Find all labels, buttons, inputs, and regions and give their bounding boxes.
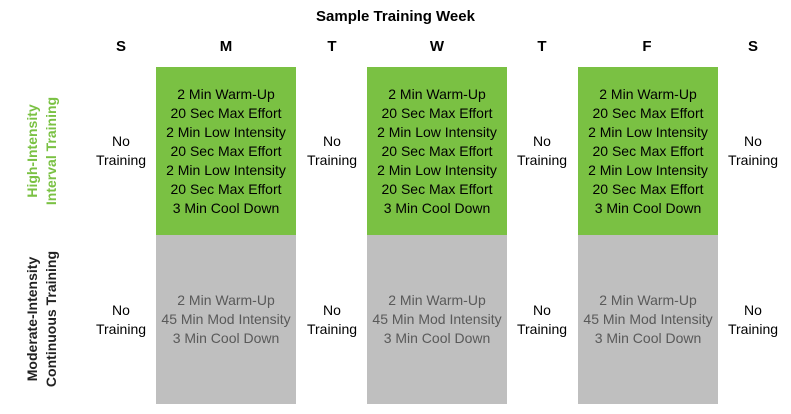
no-training-line: No — [744, 301, 762, 318]
session-step: 20 Sec Max Effort — [592, 180, 704, 197]
no-training-line: Training — [516, 152, 568, 168]
session-step: 20 Sec Max Effort — [381, 104, 493, 121]
session-step: 45 Min Mod Intensity — [161, 311, 291, 327]
session-step: 20 Sec Max Effort — [592, 104, 704, 121]
day-header: S — [747, 38, 758, 55]
no-training-line: No — [323, 133, 341, 149]
session-step: 2 Min Warm-Up — [177, 292, 275, 308]
no-training-label: No Training — [86, 301, 156, 339]
session-step: 3 Min Cool Down — [594, 199, 702, 216]
session-step: 2 Min Warm-Up — [599, 85, 697, 102]
hiit-session-block: 2 Min Warm-Up 20 Sec Max Effort 2 Min Low … — [156, 67, 296, 235]
no-training-line: Training — [516, 320, 568, 337]
no-training-line: No — [533, 301, 551, 318]
no-training-line: No — [533, 133, 551, 149]
no-training-label: No Training — [718, 301, 788, 339]
session-step: 2 Min Warm-Up — [177, 85, 275, 102]
session-step: 3 Min Cool Down — [383, 199, 491, 216]
day-header: T — [327, 38, 337, 55]
session-step: 3 Min Cool Down — [383, 330, 491, 346]
session-step: 2 Min Low Intensity — [377, 161, 497, 178]
row-label-line: High-Intensity — [24, 104, 40, 198]
day-header: S — [115, 38, 126, 55]
row-label-line: Moderate-Intensity — [24, 256, 40, 382]
session-step: 3 Min Cool Down — [172, 199, 280, 216]
no-training-line: No — [323, 301, 341, 318]
chart-title: Sample Training Week — [316, 8, 475, 25]
row-label-line: Continuous Training — [43, 250, 59, 388]
mict-session-block: 2 Min Warm-Up 45 Min Mod Intensity 3 Min C… — [156, 235, 296, 404]
day-header: F — [642, 38, 652, 55]
session-step: 20 Sec Max Effort — [170, 142, 282, 159]
session-step: 2 Min Warm-Up — [388, 85, 486, 102]
session-step: 3 Min Cool Down — [594, 330, 702, 346]
session-step: 20 Sec Max Effort — [170, 104, 282, 121]
no-training-line: Training — [306, 320, 358, 337]
session-step: 20 Sec Max Effort — [170, 180, 282, 197]
session-step: 2 Min Warm-Up — [599, 292, 697, 308]
row-label-mict: Moderate-Intensity Continuous Training — [22, 235, 62, 403]
no-training-line: Training — [95, 152, 147, 168]
hiit-session-block: 2 Min Warm-Up 20 Sec Max Effort 2 Min Low … — [367, 67, 507, 235]
row-label-hiit: High-Intensity Interval Training — [22, 67, 62, 235]
session-step: 2 Min Low Intensity — [166, 161, 286, 178]
session-step: 2 Min Low Intensity — [588, 123, 708, 140]
session-step: 2 Min Low Intensity — [377, 123, 497, 140]
session-step: 45 Min Mod Intensity — [583, 311, 713, 327]
session-step: 2 Min Warm-Up — [388, 292, 486, 308]
no-training-line: Training — [306, 152, 358, 168]
no-training-line: Training — [95, 320, 147, 337]
mict-session-block: 2 Min Warm-Up 45 Min Mod Intensity 3 Min C… — [578, 235, 718, 404]
no-training-label: No Training — [718, 132, 788, 170]
session-step: 20 Sec Max Effort — [592, 142, 704, 159]
session-step: 2 Min Low Intensity — [588, 161, 708, 178]
session-step: 20 Sec Max Effort — [381, 142, 493, 159]
session-step: 45 Min Mod Intensity — [372, 311, 502, 327]
no-training-label: No Training — [297, 132, 367, 170]
row-label-line: Interval Training — [43, 96, 59, 206]
no-training-label: No Training — [507, 132, 577, 170]
no-training-line: No — [112, 133, 130, 149]
mict-session-block: 2 Min Warm-Up 45 Min Mod Intensity 3 Min C… — [367, 235, 507, 404]
no-training-line: No — [744, 133, 762, 149]
session-step: 2 Min Low Intensity — [166, 123, 286, 140]
no-training-line: Training — [727, 152, 779, 168]
no-training-label: No Training — [297, 301, 367, 339]
day-header: T — [537, 38, 547, 55]
day-header: W — [429, 38, 445, 55]
session-step: 3 Min Cool Down — [172, 330, 280, 346]
session-step: 20 Sec Max Effort — [381, 180, 493, 197]
no-training-line: No — [112, 301, 130, 318]
hiit-session-block: 2 Min Warm-Up 20 Sec Max Effort 2 Min Low … — [578, 67, 718, 235]
no-training-label: No Training — [507, 301, 577, 339]
day-header: M — [219, 38, 233, 55]
no-training-line: Training — [727, 320, 779, 337]
no-training-label: No Training — [86, 132, 156, 170]
